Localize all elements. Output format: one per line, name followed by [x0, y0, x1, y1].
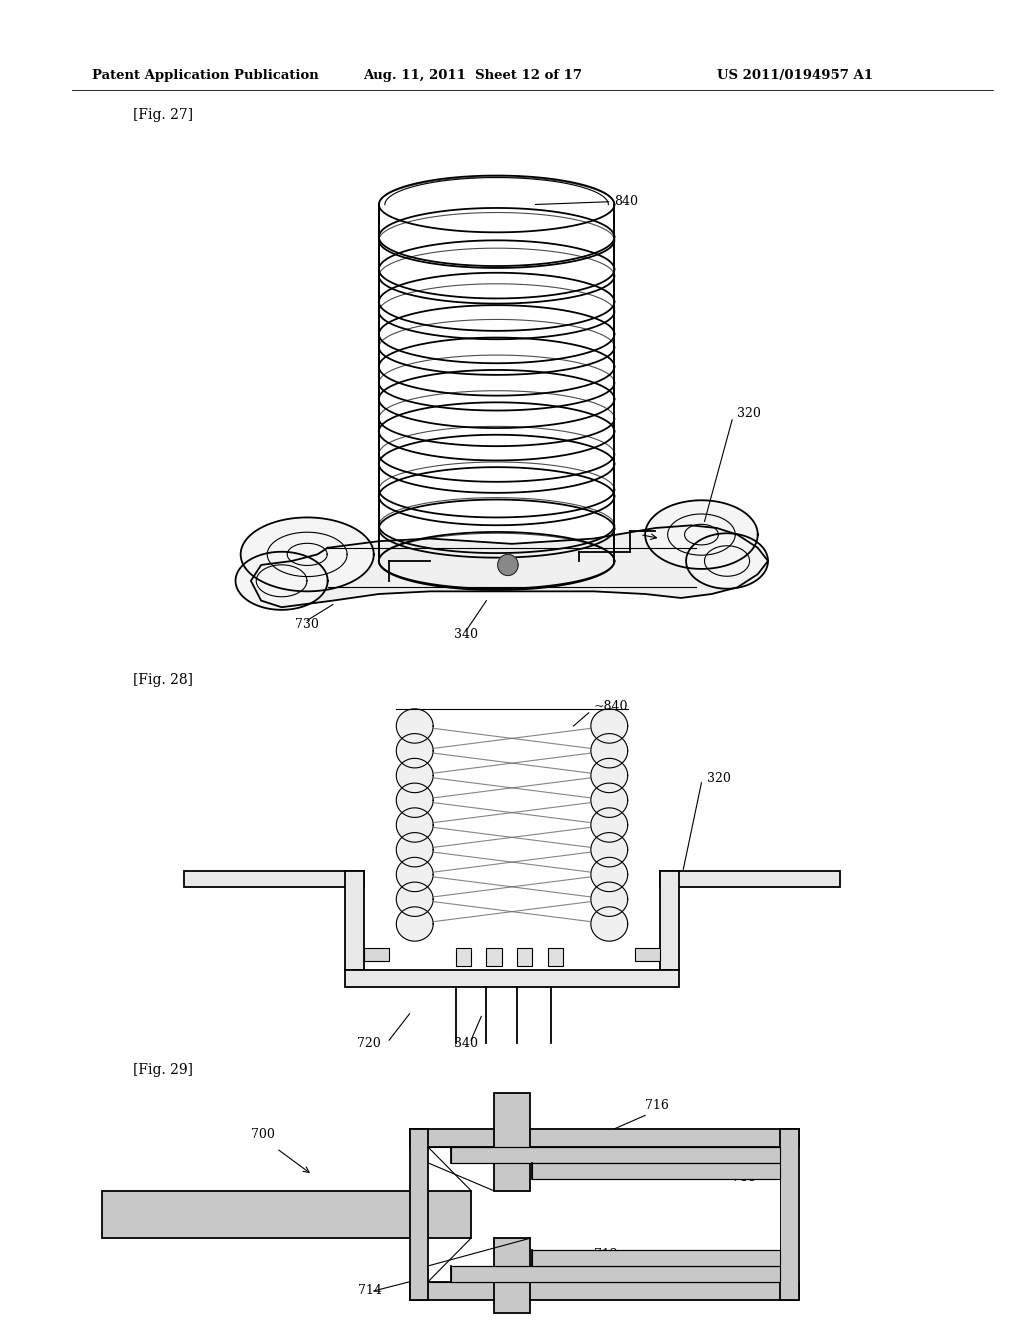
- Polygon shape: [396, 709, 433, 743]
- Text: 840: 840: [536, 194, 638, 207]
- Text: 320: 320: [707, 772, 730, 785]
- Polygon shape: [591, 882, 628, 916]
- Polygon shape: [396, 734, 433, 768]
- Text: 712: 712: [594, 1247, 617, 1261]
- Polygon shape: [498, 554, 518, 576]
- Polygon shape: [396, 833, 433, 867]
- Polygon shape: [591, 833, 628, 867]
- Polygon shape: [591, 783, 628, 817]
- Bar: [494, 1238, 530, 1313]
- Bar: [410, 1129, 428, 1300]
- Text: ~840: ~840: [594, 700, 629, 713]
- Polygon shape: [591, 734, 628, 768]
- Bar: [517, 948, 532, 966]
- Bar: [456, 948, 471, 966]
- Bar: [486, 948, 502, 966]
- Bar: [364, 948, 389, 961]
- Text: 714: 714: [358, 1283, 382, 1296]
- Bar: [532, 1163, 780, 1179]
- Polygon shape: [591, 808, 628, 842]
- Polygon shape: [241, 517, 374, 591]
- Bar: [451, 1266, 780, 1282]
- Polygon shape: [645, 500, 758, 569]
- Bar: [184, 871, 364, 887]
- Polygon shape: [686, 533, 768, 589]
- Polygon shape: [591, 907, 628, 941]
- Text: 340: 340: [454, 627, 478, 640]
- Text: Aug. 11, 2011  Sheet 12 of 17: Aug. 11, 2011 Sheet 12 of 17: [364, 69, 583, 82]
- Text: Patent Application Publication: Patent Application Publication: [92, 69, 318, 82]
- Bar: [345, 871, 364, 970]
- Text: 718: 718: [732, 1171, 756, 1184]
- Text: [Fig. 28]: [Fig. 28]: [133, 673, 194, 688]
- Polygon shape: [396, 882, 433, 916]
- Text: 340: 340: [454, 1036, 478, 1049]
- Polygon shape: [591, 709, 628, 743]
- Text: US 2011/0194957 A1: US 2011/0194957 A1: [717, 69, 872, 82]
- Polygon shape: [396, 759, 433, 792]
- Bar: [635, 948, 660, 961]
- Polygon shape: [396, 808, 433, 842]
- Bar: [780, 1129, 799, 1300]
- Bar: [548, 948, 563, 966]
- Polygon shape: [591, 759, 628, 792]
- Bar: [410, 1282, 799, 1300]
- Polygon shape: [396, 783, 433, 817]
- Bar: [532, 1250, 780, 1266]
- Text: 730: 730: [295, 618, 319, 631]
- Bar: [451, 1147, 780, 1163]
- Bar: [410, 1129, 799, 1147]
- Text: 720: 720: [356, 1036, 381, 1049]
- Text: 700: 700: [251, 1127, 274, 1140]
- Bar: [102, 1191, 471, 1238]
- Text: 320: 320: [737, 407, 761, 420]
- Polygon shape: [591, 858, 628, 891]
- Text: [Fig. 29]: [Fig. 29]: [133, 1063, 194, 1077]
- Bar: [660, 871, 679, 970]
- Bar: [494, 1093, 530, 1191]
- Text: [Fig. 27]: [Fig. 27]: [133, 108, 194, 123]
- Bar: [660, 871, 840, 887]
- Bar: [345, 970, 679, 987]
- Polygon shape: [396, 907, 433, 941]
- Polygon shape: [236, 552, 328, 610]
- Bar: [532, 1179, 780, 1250]
- Polygon shape: [251, 525, 768, 607]
- Text: 716: 716: [645, 1098, 669, 1111]
- Polygon shape: [396, 858, 433, 891]
